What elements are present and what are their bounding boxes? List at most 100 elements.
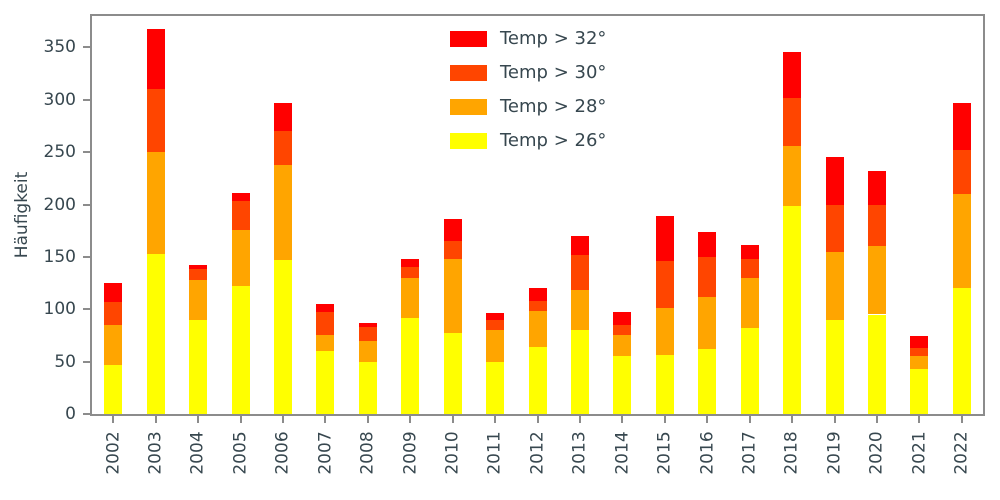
bar-segment (316, 351, 335, 414)
bar-segment (146, 28, 165, 90)
bar-segment (273, 260, 292, 414)
y-tick-label: 100 (43, 299, 76, 320)
bar-segment (698, 296, 717, 350)
x-tick-label: 2008 (357, 431, 378, 475)
bar-segment (104, 324, 123, 365)
x-tick-label: 2007 (315, 431, 336, 475)
legend-item: Temp > 30° (450, 62, 606, 83)
bar-segment (231, 201, 250, 230)
x-tick-mark (663, 416, 666, 423)
bar-segment (146, 152, 165, 254)
bar-segment (952, 194, 971, 289)
bar-segment (740, 277, 759, 329)
x-tick-mark (536, 416, 539, 423)
bar-segment (358, 340, 377, 362)
x-tick-mark (748, 416, 751, 423)
bar-segment (570, 290, 589, 331)
bar-segment (698, 256, 717, 297)
y-tick-mark (83, 255, 90, 258)
bar-segment (910, 356, 929, 369)
bar-segment (189, 265, 208, 270)
bar-segment (316, 304, 335, 313)
bar-segment (867, 204, 886, 247)
bar-segment (613, 324, 632, 336)
bar-segment (401, 258, 420, 268)
bar-segment (528, 288, 547, 301)
legend-label: Temp > 28° (500, 96, 607, 117)
y-tick-mark (83, 46, 90, 49)
bar-segment (146, 89, 165, 153)
bar-segment (273, 131, 292, 165)
bar-segment (104, 301, 123, 325)
bar-segment (528, 300, 547, 312)
legend-item: Temp > 28° (450, 96, 606, 117)
bar-segment (825, 251, 844, 320)
x-tick-label: 2020 (866, 431, 887, 475)
bar-segment (783, 97, 802, 146)
bar-segment (613, 312, 632, 325)
y-tick-label: 0 (65, 404, 76, 424)
bar-segment (273, 164, 292, 261)
bar-segment (655, 216, 674, 262)
bar-segment (570, 235, 589, 255)
bar-segment (910, 336, 929, 348)
plot-area: Temp > 32° Temp > 30° Temp > 28° Temp > 26° (90, 14, 985, 416)
legend-label: Temp > 26° (500, 130, 607, 151)
x-tick-label: 2018 (782, 431, 803, 475)
legend-label: Temp > 30° (500, 62, 607, 83)
bar-segment (486, 319, 505, 331)
bar-segment (613, 335, 632, 357)
bar-segment (358, 361, 377, 414)
x-tick-mark (706, 416, 709, 423)
bar-segment (740, 328, 759, 414)
legend-swatch (450, 30, 487, 47)
x-tick-label: 2017 (739, 431, 760, 475)
bar-segment (528, 346, 547, 414)
x-tick-label: 2010 (442, 431, 463, 475)
bar-segment (104, 283, 123, 302)
x-tick-label: 2016 (697, 431, 718, 475)
bar-segment (698, 231, 717, 257)
y-tick-mark (83, 413, 90, 415)
bar-segment (952, 150, 971, 195)
bar-segment (231, 229, 250, 287)
x-tick-mark (875, 416, 878, 423)
legend-swatch (450, 132, 487, 149)
bar-segment (570, 254, 589, 291)
x-tick-label: 2015 (654, 431, 675, 475)
x-tick-label: 2021 (909, 431, 930, 475)
bar-segment (486, 330, 505, 362)
bar-segment (825, 319, 844, 414)
bar-segment (358, 327, 377, 341)
bar-segment (443, 258, 462, 334)
bar-segment (443, 219, 462, 242)
y-tick-mark (83, 98, 90, 101)
y-tick-label: 300 (43, 89, 76, 110)
x-tick-mark (409, 416, 412, 423)
bar-segment (952, 102, 971, 151)
x-tick-mark (366, 416, 369, 423)
y-tick-mark (83, 203, 90, 206)
bar-segment (783, 145, 802, 206)
bar-segment (316, 335, 335, 352)
x-tick-label: 2022 (951, 431, 972, 475)
bar-segment (867, 171, 886, 205)
bar-segment (655, 308, 674, 356)
y-tick-label: 50 (54, 351, 76, 372)
x-tick-mark (154, 416, 157, 423)
bar-segment (189, 269, 208, 280)
x-tick-mark (239, 416, 242, 423)
legend-item: Temp > 32° (450, 28, 606, 49)
bar-segment (910, 348, 929, 357)
bar-segment (401, 277, 420, 318)
x-tick-label: 2004 (188, 431, 209, 475)
x-tick-label: 2013 (569, 431, 590, 475)
bar-segment (104, 364, 123, 414)
y-tick-label: 150 (43, 246, 76, 267)
x-tick-mark (791, 416, 794, 423)
bar-segment (698, 349, 717, 414)
bar-segment (740, 245, 759, 259)
bar-segment (146, 253, 165, 414)
x-tick-mark (451, 416, 454, 423)
